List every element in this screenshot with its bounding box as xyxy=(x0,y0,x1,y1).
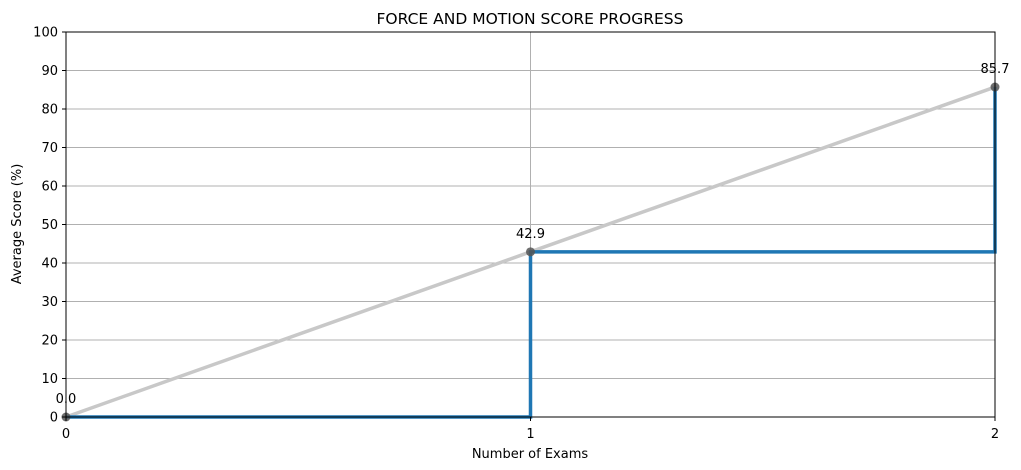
x-tick-label: 2 xyxy=(991,427,999,442)
y-tick-label: 90 xyxy=(41,64,58,79)
y-tick-label: 0 xyxy=(50,411,58,426)
markers-layer xyxy=(61,82,1000,422)
y-tick-label: 80 xyxy=(41,103,58,118)
data-value-label: 0.0 xyxy=(56,392,77,407)
x-tick-label: 0 xyxy=(62,427,70,442)
data-labels: 0.0 42.9 85.7 xyxy=(56,62,1010,407)
chart-title: FORCE AND MOTION SCORE PROGRESS xyxy=(377,10,684,28)
data-value-label: 85.7 xyxy=(981,62,1010,77)
x-tick-label: 1 xyxy=(526,427,534,442)
y-tick-label: 10 xyxy=(41,372,58,387)
axis-ticks: 0 10 20 30 40 50 60 70 80 90 100 0 1 2 xyxy=(33,26,999,443)
y-tick-label: 20 xyxy=(41,334,58,349)
data-value-label: 42.9 xyxy=(516,227,545,242)
y-tick-label: 60 xyxy=(41,180,58,195)
y-tick-label: 100 xyxy=(33,26,58,41)
y-tick-label: 40 xyxy=(41,257,58,272)
y-tick-label: 30 xyxy=(41,295,58,310)
y-tick-label: 70 xyxy=(41,141,58,156)
y-axis-title: Average Score (%) xyxy=(10,164,25,285)
data-point-marker xyxy=(526,247,535,257)
y-tick-label: 50 xyxy=(41,218,58,233)
x-axis-title: Number of Exams xyxy=(472,447,589,462)
